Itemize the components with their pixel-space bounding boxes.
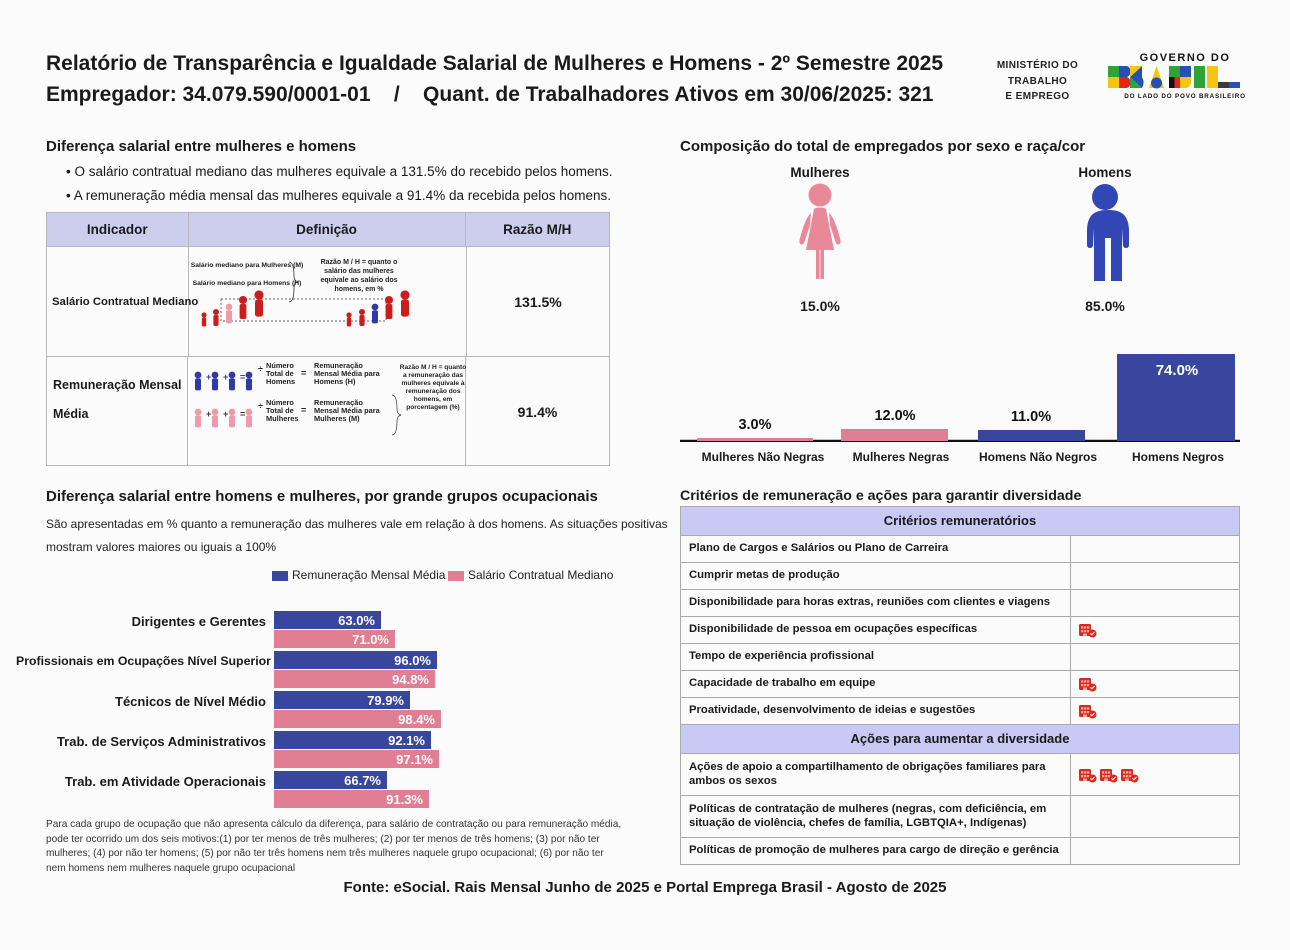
svg-text:Mulheres: Mulheres bbox=[266, 414, 298, 423]
svg-text:+: + bbox=[206, 372, 211, 382]
svg-text:homens, em: homens, em bbox=[414, 396, 453, 403]
svg-text:equivale ao salário dos: equivale ao salário dos bbox=[320, 277, 397, 284]
svg-text:+: + bbox=[223, 409, 228, 419]
svg-text:11.0%: 11.0% bbox=[1011, 409, 1051, 425]
svg-text:=: = bbox=[301, 405, 306, 415]
svg-text:3.0%: 3.0% bbox=[738, 417, 771, 433]
svg-text:Salário mediano para Mulheres: Salário mediano para Mulheres (M) bbox=[191, 262, 304, 269]
svg-text:12.0%: 12.0% bbox=[874, 408, 915, 424]
svg-text:=: = bbox=[240, 409, 245, 419]
svg-text:Razão M / H = quanto o: Razão M / H = quanto o bbox=[321, 259, 398, 266]
svg-text:homens, em %: homens, em % bbox=[334, 286, 384, 293]
svg-text:porcentagem (%): porcentagem (%) bbox=[406, 404, 460, 411]
svg-text:Salário mediano para Homens (H: Salário mediano para Homens (H) bbox=[193, 280, 302, 287]
svg-text:=: = bbox=[240, 372, 245, 382]
svg-text:a remuneração das: a remuneração das bbox=[403, 372, 463, 379]
svg-text:Homens (H): Homens (H) bbox=[314, 377, 356, 386]
svg-text:salário das mulheres: salário das mulheres bbox=[324, 268, 394, 275]
svg-text:+: + bbox=[223, 372, 228, 382]
svg-text:Razão M / H = quanto: Razão M / H = quanto bbox=[400, 364, 466, 371]
svg-text:=: = bbox=[301, 368, 306, 378]
svg-text:74.0%: 74.0% bbox=[1156, 362, 1199, 379]
svg-text:Homens: Homens bbox=[266, 377, 295, 386]
svg-text:+: + bbox=[206, 409, 211, 419]
svg-text:remuneração dos: remuneração dos bbox=[406, 388, 461, 395]
svg-text:mulheres equivale à: mulheres equivale à bbox=[402, 380, 465, 387]
svg-text:÷: ÷ bbox=[258, 401, 263, 411]
svg-text:÷: ÷ bbox=[258, 364, 263, 374]
svg-text:Mulheres (M): Mulheres (M) bbox=[314, 414, 360, 423]
svg-text:GOVERNO DO: GOVERNO DO bbox=[1140, 52, 1231, 64]
svg-text:DO LADO DO POVO BRASILEIRO: DO LADO DO POVO BRASILEIRO bbox=[1124, 93, 1246, 100]
